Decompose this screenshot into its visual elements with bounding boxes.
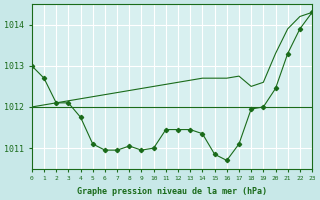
X-axis label: Graphe pression niveau de la mer (hPa): Graphe pression niveau de la mer (hPa) xyxy=(77,187,267,196)
